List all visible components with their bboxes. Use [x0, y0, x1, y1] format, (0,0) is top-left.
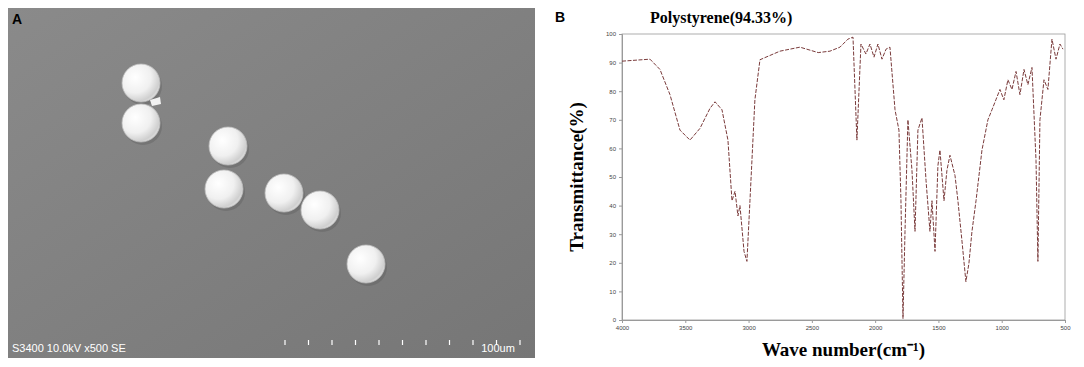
x-tick-label: 2000 [869, 325, 883, 331]
y-tick-label: 80 [609, 89, 616, 95]
y-tick-label: 50 [609, 174, 616, 180]
scale-bar-tick [402, 340, 403, 345]
panel-label: A [12, 11, 22, 27]
x-tick: 500 [1060, 320, 1071, 331]
spectrum-line [622, 37, 1063, 318]
y-tick-label: 90 [609, 60, 616, 66]
y-tick-mark [619, 320, 622, 321]
y-axis-title: Transmittance(%) [566, 102, 588, 252]
y-tick: 90 [609, 60, 622, 66]
y-tick-mark [619, 177, 622, 178]
y-tick-mark [619, 234, 622, 235]
y-tick: 0 [613, 317, 622, 323]
microsphere [122, 104, 160, 142]
microsphere [301, 191, 339, 229]
x-tick-label: 2500 [806, 325, 820, 331]
y-tick: 80 [609, 89, 622, 95]
y-axis-line [619, 35, 623, 321]
y-tick: 10 [609, 289, 622, 295]
y-tick-mark [619, 291, 622, 292]
y-tick: 70 [609, 117, 622, 123]
x-tick-label: 500 [1060, 325, 1071, 331]
scale-bar-tick [378, 340, 379, 345]
sem-image [8, 8, 535, 358]
x-tick-label: 3500 [679, 325, 693, 331]
y-axis: 0 10 20 30 40 50 60 70 80 90 100 [606, 31, 623, 323]
microsphere [265, 174, 303, 212]
y-tick-mark [619, 34, 622, 35]
y-tick-mark [619, 91, 622, 92]
scale-bar-tick [284, 340, 285, 345]
y-tick-mark [619, 263, 622, 264]
x-tick-mark [685, 320, 686, 323]
x-tick-label: 1000 [996, 325, 1010, 331]
scale-bar-tick [425, 340, 426, 345]
y-tick-label: 100 [606, 31, 617, 37]
debris [150, 97, 161, 106]
microsphere [122, 64, 160, 102]
y-tick: 30 [609, 232, 622, 238]
x-tick: 2000 [869, 320, 883, 331]
panel-label: B [555, 9, 565, 25]
y-tick-mark [619, 206, 622, 207]
panel-b: BPolystyrene(94.33%)40003500300025002000… [555, 9, 1071, 361]
y-tick: 40 [609, 203, 622, 209]
x-tick-mark [1065, 320, 1066, 323]
y-tick: 100 [606, 31, 622, 37]
x-tick-mark [875, 320, 876, 323]
x-tick-mark [812, 320, 813, 323]
x-tick: 1000 [996, 320, 1010, 331]
y-tick-label: 20 [609, 260, 616, 266]
microsphere [205, 170, 243, 208]
y-tick-label: 70 [609, 117, 616, 123]
x-tick-mark [938, 320, 939, 323]
y-tick: 60 [609, 146, 622, 152]
x-axis: 4000 3500 3000 2500 2000 1500 1000 500 [616, 320, 1071, 331]
microsphere [209, 127, 247, 165]
y-tick-mark [619, 63, 622, 64]
y-tick-label: 60 [609, 146, 616, 152]
x-tick: 4000 [616, 320, 630, 331]
y-tick-label: 10 [609, 289, 616, 295]
y-tick: 20 [609, 260, 622, 266]
scale-bar-tick [331, 340, 332, 345]
y-tick-mark [619, 120, 622, 121]
y-tick-mark [619, 148, 622, 149]
plot-area [622, 37, 1063, 318]
chart-title: Polystyrene(94.33%) [650, 9, 792, 27]
scale-bar-tick [519, 340, 520, 345]
y-tick-label: 0 [613, 317, 617, 323]
x-tick-mark [749, 320, 750, 323]
scale-bar-tick [308, 340, 309, 345]
figure: A S3400 10.0kV x500 SE 100um B Polystyrene(9… [0, 0, 1084, 367]
x-tick-mark [1002, 320, 1003, 323]
x-axis-line [623, 321, 1066, 324]
panel-a: A S3400 10.0kV x500 SE 100um [8, 8, 535, 358]
y-tick-label: 40 [609, 203, 616, 209]
x-tick: 1500 [932, 320, 946, 331]
scale-label: 100um [481, 342, 515, 354]
scale-bar-tick [472, 340, 473, 345]
x-axis-title: Wave number(cm⁻¹) [762, 339, 925, 361]
x-tick-label: 1500 [932, 325, 946, 331]
y-tick: 50 [609, 174, 622, 180]
scale-bar-tick [449, 340, 450, 345]
x-tick: 3500 [679, 320, 693, 331]
scale-bar-tick [355, 340, 356, 345]
y-tick-label: 30 [609, 232, 616, 238]
microsphere [347, 245, 385, 283]
x-tick: 3000 [742, 320, 756, 331]
plot-frame [622, 34, 1065, 320]
x-tick-label: 4000 [616, 325, 630, 331]
x-tick-label: 3000 [742, 325, 756, 331]
x-tick: 2500 [806, 320, 820, 331]
sem-caption: S3400 10.0kV x500 SE [12, 342, 126, 354]
